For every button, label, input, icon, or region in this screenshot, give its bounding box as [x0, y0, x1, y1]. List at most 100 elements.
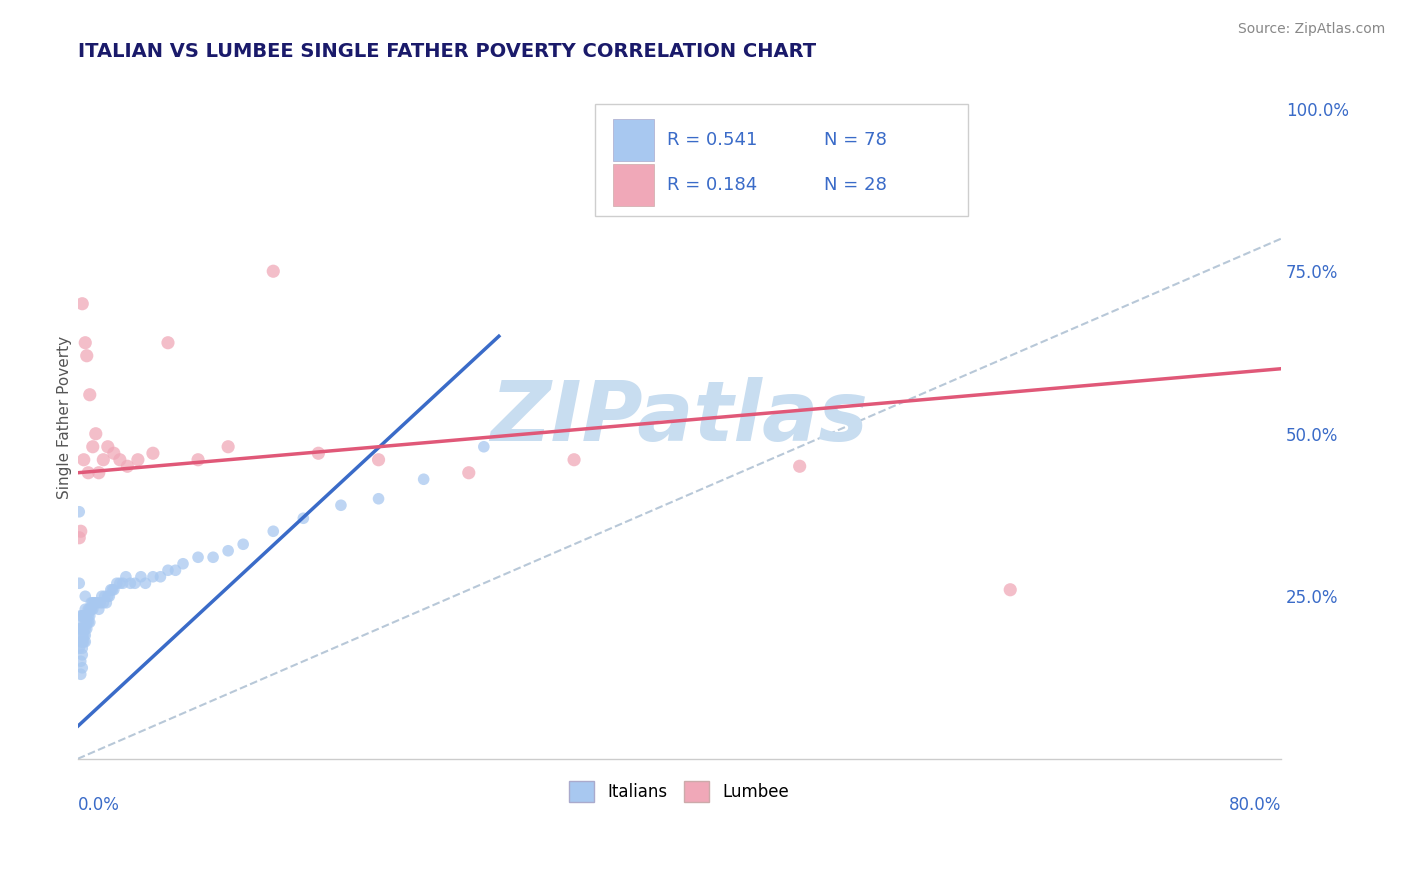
- Point: [329, 498, 352, 512]
- Point: [73, 615, 96, 630]
- Point: [127, 452, 149, 467]
- Point: [75, 615, 97, 630]
- Point: [69, 622, 91, 636]
- Point: [79, 615, 101, 630]
- Point: [307, 446, 329, 460]
- Point: [76, 622, 98, 636]
- Point: [69, 667, 91, 681]
- Point: [73, 628, 96, 642]
- Point: [80, 602, 103, 616]
- Point: [108, 452, 131, 467]
- Point: [84, 426, 107, 441]
- Point: [103, 446, 125, 460]
- Text: Source: ZipAtlas.com: Source: ZipAtlas.com: [1237, 22, 1385, 37]
- Point: [91, 452, 114, 467]
- Point: [457, 466, 479, 480]
- Point: [101, 582, 124, 597]
- Point: [69, 634, 91, 648]
- FancyBboxPatch shape: [613, 119, 654, 161]
- Point: [97, 440, 120, 454]
- Point: [83, 596, 105, 610]
- Point: [67, 641, 90, 656]
- Point: [70, 648, 93, 662]
- Point: [75, 589, 97, 603]
- Text: R = 0.184: R = 0.184: [668, 176, 758, 194]
- Point: [117, 459, 139, 474]
- Point: [73, 452, 96, 467]
- Point: [90, 589, 112, 603]
- Point: [76, 608, 98, 623]
- Point: [70, 297, 93, 311]
- Point: [69, 654, 91, 668]
- Point: [84, 596, 107, 610]
- Point: [262, 264, 284, 278]
- Point: [67, 622, 90, 636]
- Point: [142, 570, 165, 584]
- Point: [75, 335, 97, 350]
- Point: [76, 615, 98, 630]
- Point: [111, 576, 134, 591]
- Point: [87, 602, 110, 616]
- Point: [142, 446, 165, 460]
- Point: [124, 576, 146, 591]
- Point: [82, 440, 104, 454]
- Point: [217, 543, 239, 558]
- FancyBboxPatch shape: [595, 103, 969, 216]
- Point: [1000, 582, 1022, 597]
- Point: [73, 622, 96, 636]
- Point: [97, 589, 120, 603]
- Point: [292, 511, 315, 525]
- Point: [120, 576, 142, 591]
- Point: [82, 596, 104, 610]
- Point: [262, 524, 284, 539]
- Point: [187, 452, 209, 467]
- Point: [75, 602, 97, 616]
- Point: [70, 628, 93, 642]
- Point: [70, 661, 93, 675]
- Point: [217, 440, 239, 454]
- Point: [82, 602, 104, 616]
- Text: ITALIAN VS LUMBEE SINGLE FATHER POVERTY CORRELATION CHART: ITALIAN VS LUMBEE SINGLE FATHER POVERTY …: [77, 42, 815, 61]
- Point: [77, 602, 100, 616]
- Point: [156, 335, 179, 350]
- Point: [79, 388, 101, 402]
- Point: [87, 466, 110, 480]
- Point: [108, 576, 131, 591]
- Point: [69, 524, 91, 539]
- Point: [789, 459, 811, 474]
- Point: [77, 615, 100, 630]
- Point: [67, 505, 90, 519]
- Point: [149, 570, 172, 584]
- Y-axis label: Single Father Poverty: Single Father Poverty: [58, 336, 72, 499]
- Point: [75, 634, 97, 648]
- Point: [79, 602, 101, 616]
- Point: [100, 582, 122, 597]
- FancyBboxPatch shape: [613, 163, 654, 206]
- Text: N = 28: N = 28: [824, 176, 887, 194]
- Point: [73, 634, 96, 648]
- Point: [165, 563, 187, 577]
- Point: [67, 531, 90, 545]
- Point: [412, 472, 434, 486]
- Text: N = 78: N = 78: [824, 131, 887, 149]
- Point: [96, 596, 118, 610]
- Point: [202, 550, 225, 565]
- Point: [73, 608, 96, 623]
- Point: [89, 596, 111, 610]
- Point: [75, 608, 97, 623]
- Point: [77, 608, 100, 623]
- Point: [94, 589, 117, 603]
- Point: [67, 576, 90, 591]
- Point: [77, 466, 100, 480]
- Point: [70, 641, 93, 656]
- Point: [91, 596, 114, 610]
- Point: [232, 537, 254, 551]
- Point: [367, 452, 389, 467]
- Point: [98, 589, 121, 603]
- Point: [75, 628, 97, 642]
- Point: [156, 563, 179, 577]
- Point: [105, 576, 128, 591]
- Text: R = 0.541: R = 0.541: [668, 131, 758, 149]
- Point: [86, 596, 108, 610]
- Point: [70, 608, 93, 623]
